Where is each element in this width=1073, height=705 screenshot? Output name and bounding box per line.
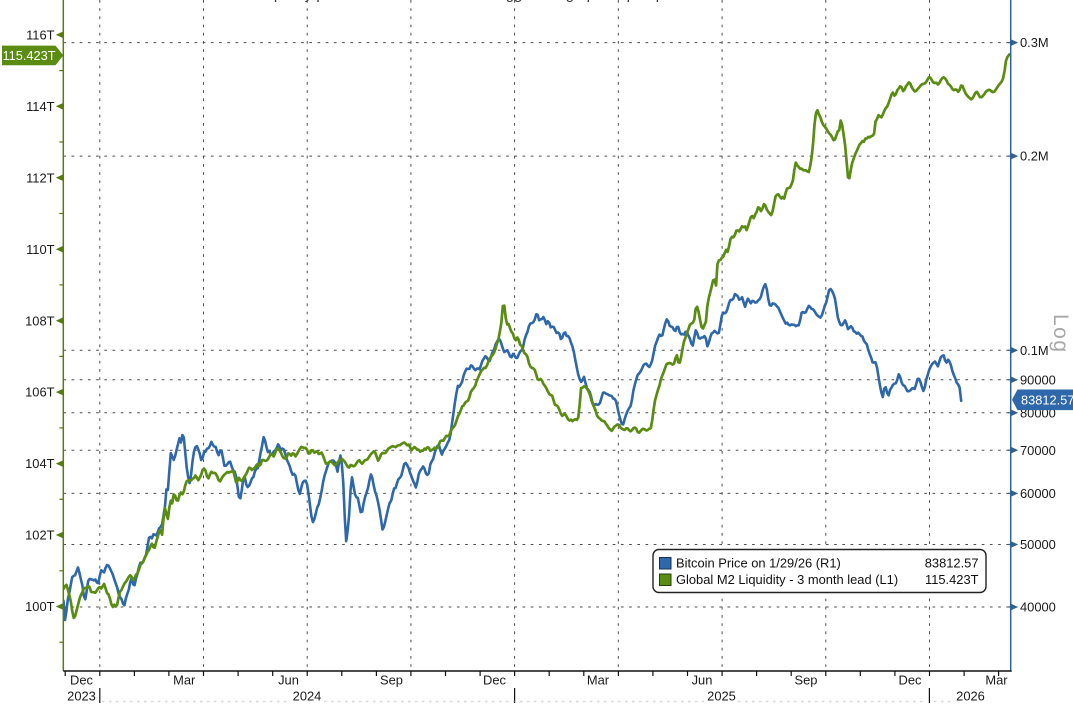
- svg-text:0.3M: 0.3M: [1020, 35, 1049, 50]
- svg-text:2025: 2025: [707, 689, 736, 704]
- svg-text:83812.57: 83812.57: [925, 556, 979, 571]
- svg-text:Mar: Mar: [985, 673, 1008, 688]
- svg-text:Bitcoin Price on 1/29/26 (R1): Bitcoin Price on 1/29/26 (R1): [676, 556, 841, 571]
- svg-text:0.2M: 0.2M: [1020, 149, 1049, 164]
- svg-text:60000: 60000: [1020, 486, 1056, 501]
- svg-text:50000: 50000: [1020, 537, 1056, 552]
- svg-text:40000: 40000: [1020, 600, 1056, 615]
- svg-text:Sep: Sep: [380, 673, 403, 688]
- svg-text:104T: 104T: [25, 456, 55, 471]
- svg-text:Log: Log: [1049, 314, 1072, 354]
- svg-text:2023: 2023: [67, 689, 96, 704]
- svg-text:112T: 112T: [26, 170, 55, 185]
- svg-text:83812.57: 83812.57: [1021, 392, 1073, 407]
- svg-text:Jun: Jun: [692, 673, 713, 688]
- svg-text:116T: 116T: [26, 27, 55, 42]
- svg-text:Dec: Dec: [899, 673, 922, 688]
- svg-text:Global M2 Liquidity - 3 month: Global M2 Liquidity - 3 month lead (L1): [676, 572, 898, 587]
- svg-text:Mar: Mar: [587, 673, 610, 688]
- svg-text:Dec: Dec: [483, 673, 506, 688]
- svg-text:108T: 108T: [25, 313, 55, 328]
- svg-text:100T: 100T: [25, 599, 55, 614]
- svg-text:114T: 114T: [26, 99, 55, 114]
- svg-text:Dec: Dec: [70, 673, 93, 688]
- svg-text:2026: 2026: [956, 689, 985, 704]
- svg-text:90000: 90000: [1020, 372, 1056, 387]
- svg-text:Mar: Mar: [173, 673, 196, 688]
- svg-text:106T: 106T: [25, 385, 55, 400]
- svg-text:0.1M: 0.1M: [1020, 343, 1049, 358]
- svg-text:110T: 110T: [26, 242, 55, 257]
- svg-text:Bitcoin Price vs Global M2 Liq: Bitcoin Price vs Global M2 Liquidity pus…: [78, 0, 668, 3]
- svg-text:Jun: Jun: [278, 673, 299, 688]
- svg-text:2024: 2024: [293, 689, 322, 704]
- svg-text:115.423T: 115.423T: [2, 48, 55, 63]
- svg-text:115.423T: 115.423T: [925, 572, 979, 587]
- svg-text:70000: 70000: [1020, 443, 1056, 458]
- svg-text:102T: 102T: [25, 528, 55, 543]
- svg-text:Sep: Sep: [795, 673, 818, 688]
